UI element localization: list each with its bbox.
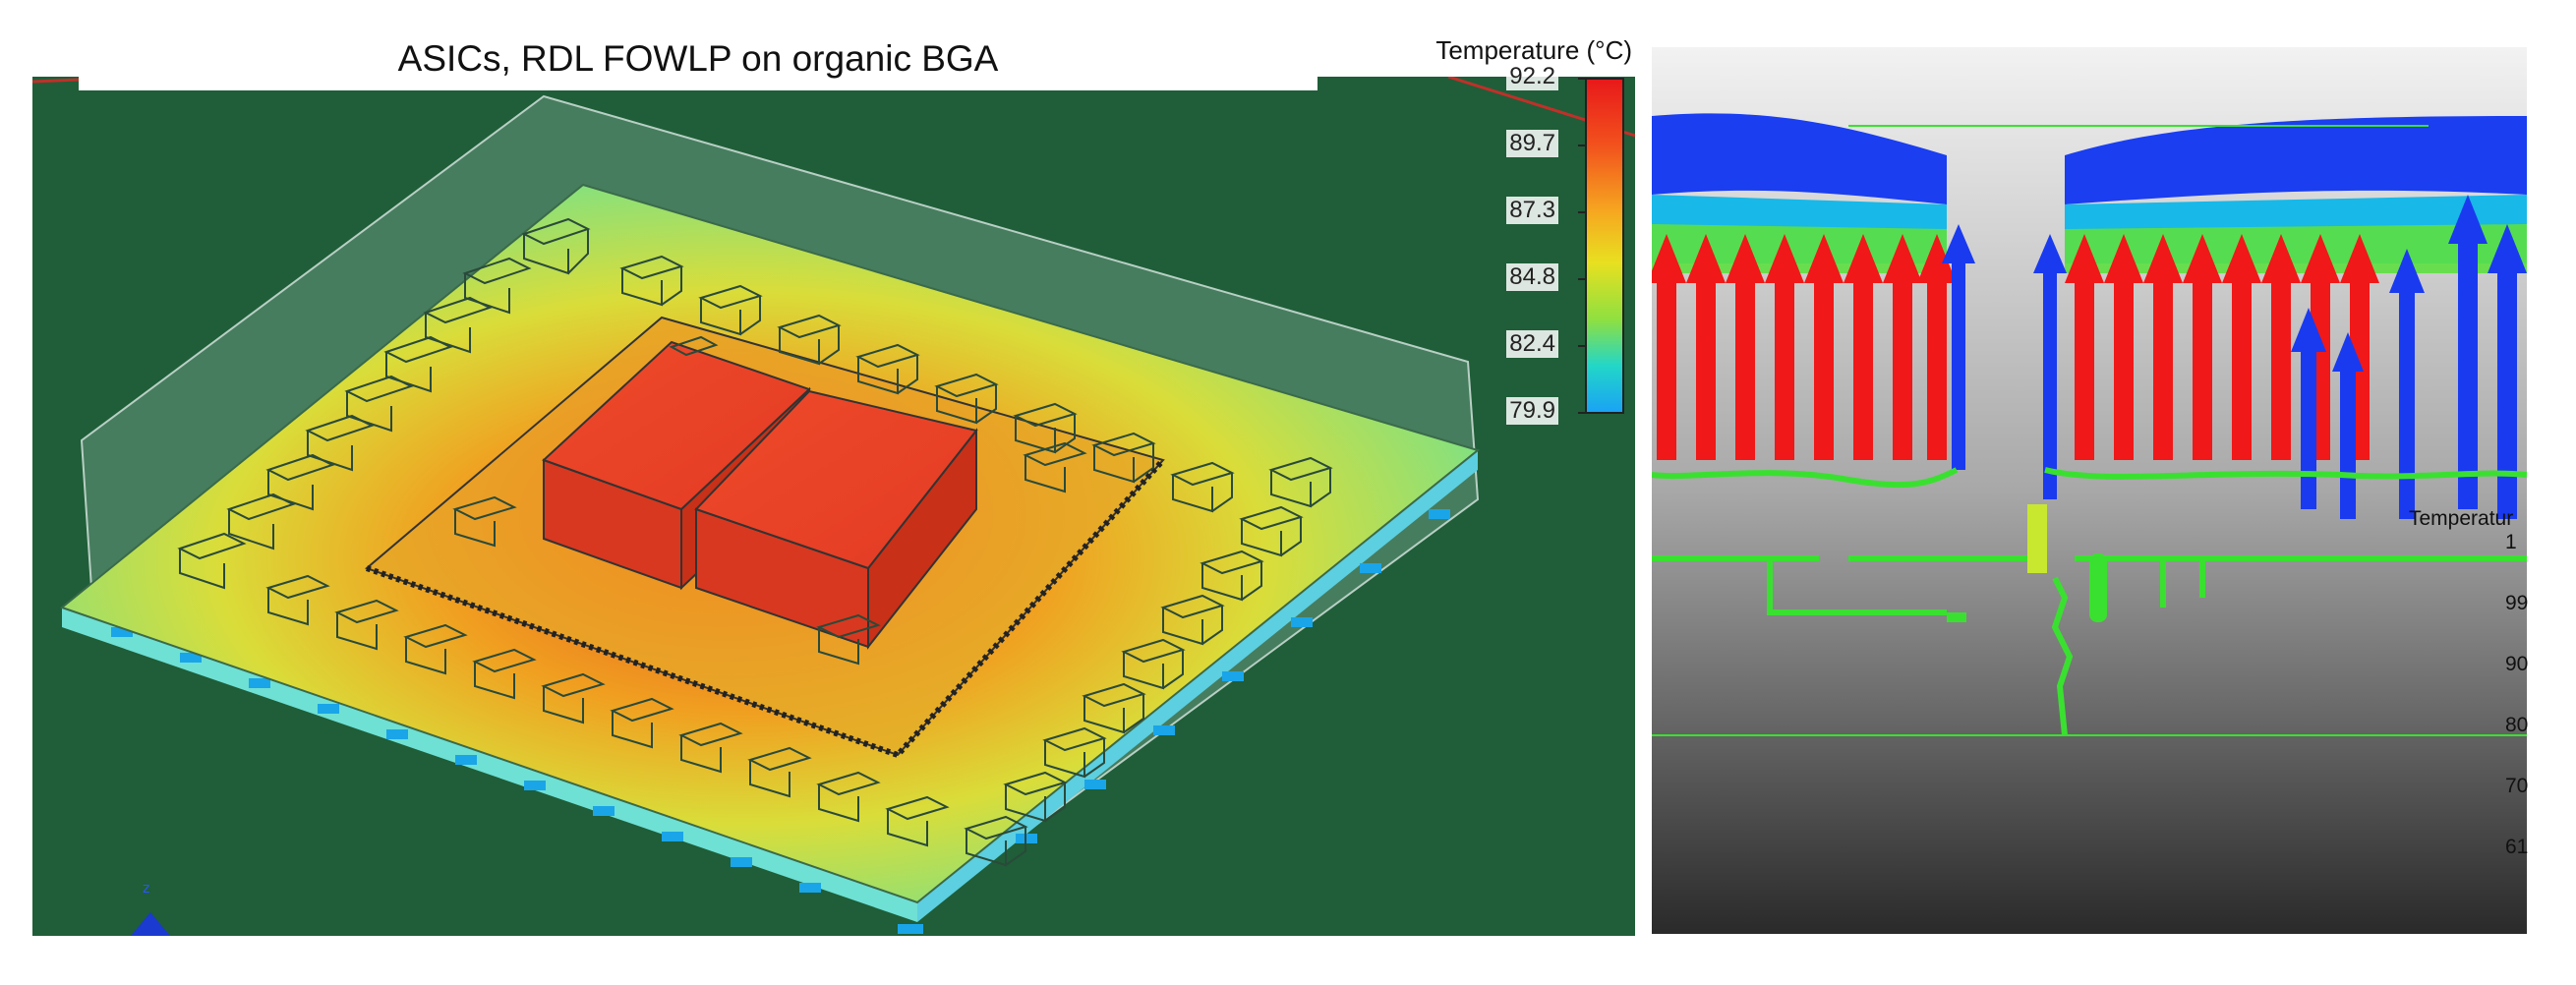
axis-triad-icon: z xyxy=(131,881,170,936)
top-flow-vectors xyxy=(1652,113,2527,273)
cross-section-flow-render xyxy=(1652,47,2527,934)
right-legend-tick: 90 xyxy=(2505,653,2529,675)
right-legend-tick: 80 xyxy=(2505,714,2529,736)
legend-title: Temperature (°C) xyxy=(1435,35,1632,65)
hot-air-arrows-right xyxy=(2065,234,2379,460)
pad-green xyxy=(1947,612,1966,622)
airflow-vector-plot xyxy=(1652,47,2527,934)
legend-tick: 79.9 xyxy=(1506,397,1558,425)
right-legend-title: Temperatur xyxy=(2409,507,2514,530)
right-legend-tick: 99 xyxy=(2505,592,2529,614)
right-legend-tick: 1 xyxy=(2505,531,2517,553)
package-thermal-render: z xyxy=(32,77,1635,936)
legend-colorbar xyxy=(1578,78,1624,414)
right-legend-tick: 61 xyxy=(2505,836,2529,858)
via-green xyxy=(2089,553,2107,622)
legend-tick: 84.8 xyxy=(1506,263,1558,291)
legend-tick: 92.2 xyxy=(1506,63,1558,90)
legend-tick: 82.4 xyxy=(1506,330,1558,358)
passive-components xyxy=(177,217,1333,867)
temperature-legend: Temperature (°C) 92.2 89.7 87.3 84.8 82.… xyxy=(1406,35,1632,425)
bump-green xyxy=(2027,504,2047,573)
asic-die-right xyxy=(694,389,978,650)
hot-air-arrows-left xyxy=(1652,234,1957,460)
package-3d-scene: z xyxy=(32,77,1635,936)
legend-tick: 87.3 xyxy=(1506,197,1558,224)
right-legend-tick: 70 xyxy=(2505,775,2529,797)
package-outline-cross-section xyxy=(1652,467,2527,736)
cool-air-arrows xyxy=(1942,195,2527,519)
micro-bumps xyxy=(366,457,1166,759)
legend-tick: 89.7 xyxy=(1506,130,1558,157)
svg-text:z: z xyxy=(143,881,149,897)
figure-title-box: ASICs, RDL FOWLP on organic BGA xyxy=(79,28,1317,90)
substrate-right-face xyxy=(917,450,1478,922)
substrate-front-face xyxy=(62,608,917,922)
figure-title: ASICs, RDL FOWLP on organic BGA xyxy=(397,38,999,79)
